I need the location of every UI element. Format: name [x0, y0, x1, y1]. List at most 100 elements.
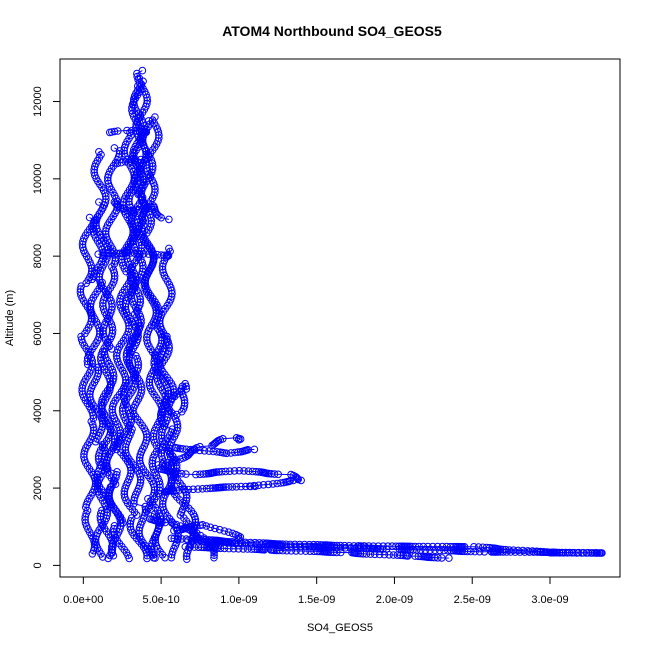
- data-point: [172, 456, 180, 465]
- data-point: [324, 548, 333, 556]
- data-point: [374, 545, 382, 553]
- data-point: [97, 401, 106, 410]
- data-point: [101, 351, 109, 359]
- data-point: [87, 317, 95, 326]
- data-point: [428, 553, 436, 562]
- data-point: [129, 231, 137, 240]
- data-point: [104, 176, 112, 185]
- data-point: [259, 481, 268, 489]
- data-point: [279, 546, 287, 555]
- data-point: [213, 448, 221, 456]
- data-point: [158, 265, 167, 274]
- data-point: [110, 522, 119, 530]
- data-point: [235, 534, 243, 543]
- data-point: [138, 195, 146, 204]
- data-point: [375, 550, 384, 559]
- data-point: [137, 155, 145, 164]
- y-tick-label: 0: [32, 562, 44, 568]
- data-point: [158, 518, 166, 526]
- data-point: [136, 298, 145, 307]
- data-point: [404, 552, 412, 560]
- data-point: [287, 542, 295, 551]
- data-point: [210, 551, 218, 560]
- data-point: [79, 243, 87, 252]
- data-point: [525, 548, 534, 556]
- data-point: [264, 480, 273, 489]
- data-point: [445, 554, 453, 562]
- data-point: [124, 327, 133, 336]
- data-point: [157, 329, 165, 338]
- data-point: [155, 517, 164, 526]
- data-point: [116, 432, 124, 441]
- data-point: [167, 482, 176, 490]
- data-point: [110, 144, 119, 152]
- data-point: [168, 519, 176, 527]
- data-point: [435, 546, 444, 555]
- data-point: [162, 338, 171, 347]
- data-point: [389, 551, 398, 559]
- data-point: [154, 137, 162, 145]
- data-point: [170, 534, 178, 543]
- data-point: [87, 270, 95, 279]
- data-point: [181, 543, 190, 551]
- profile-line: [141, 116, 163, 559]
- data-point: [250, 481, 258, 490]
- data-point: [133, 72, 141, 81]
- data-point: [561, 548, 570, 557]
- data-point: [184, 485, 193, 494]
- data-point: [471, 547, 479, 556]
- data-point: [121, 446, 130, 454]
- data-point: [584, 549, 593, 557]
- profile-series: [94, 248, 173, 260]
- data-point: [120, 149, 129, 158]
- data-point: [121, 158, 130, 166]
- data-point: [516, 548, 524, 556]
- data-point: [126, 207, 134, 216]
- data-point: [87, 314, 96, 323]
- data-point: [180, 399, 189, 407]
- data-point: [216, 544, 225, 553]
- data-point: [222, 449, 231, 458]
- data-point: [126, 157, 134, 165]
- data-point: [143, 204, 151, 212]
- data-point: [91, 171, 99, 180]
- x-tick-label: 3.0e-09: [531, 594, 568, 606]
- data-point: [182, 382, 190, 391]
- data-point: [108, 249, 117, 258]
- data-point: [502, 548, 511, 556]
- data-point: [103, 511, 111, 520]
- data-point: [157, 434, 166, 443]
- y-tick-label: 12000: [32, 86, 44, 117]
- data-point: [182, 385, 191, 393]
- data-point: [120, 490, 129, 499]
- data-point: [142, 436, 151, 444]
- data-point: [200, 447, 209, 455]
- data-point: [194, 543, 203, 552]
- data-point: [180, 396, 189, 404]
- data-point: [94, 369, 103, 378]
- x-tick-label: 2.5e-09: [454, 594, 491, 606]
- data-point: [157, 452, 166, 460]
- data-point: [80, 456, 89, 464]
- data-point: [277, 542, 286, 550]
- data-point: [269, 480, 277, 488]
- x-tick-label: 5.0e-10: [142, 594, 179, 606]
- data-point: [95, 148, 103, 156]
- data-point: [192, 521, 201, 530]
- x-tick-label: 2.0e-09: [376, 594, 413, 606]
- data-point: [135, 301, 144, 309]
- data-point: [336, 548, 345, 557]
- data-point: [224, 528, 233, 537]
- data-point: [292, 547, 300, 555]
- data-point: [234, 545, 243, 553]
- data-point: [215, 525, 224, 534]
- data-point: [277, 479, 285, 487]
- data-point: [127, 525, 135, 534]
- data-point: [121, 493, 129, 502]
- data-point: [109, 528, 118, 536]
- data-point: [570, 548, 578, 557]
- data-point: [592, 549, 601, 557]
- data-point: [127, 273, 136, 282]
- data-point: [393, 551, 402, 559]
